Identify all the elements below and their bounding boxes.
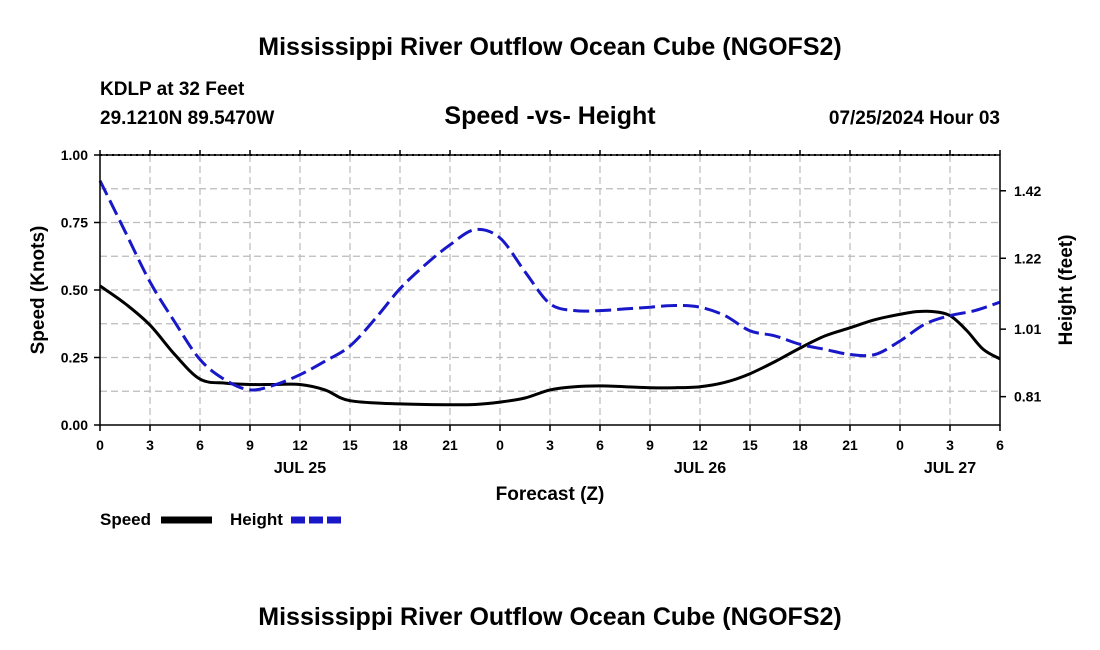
x-tick-label: 0 [496,437,504,453]
x-tick-label: 6 [596,437,604,453]
series-line-speed [99,284,1001,407]
y-tick-label: 0.75 [61,215,88,231]
x-tick-label: 0 [896,437,904,453]
y-tick-label: 0.00 [61,417,88,433]
x-tick-label: 21 [442,437,458,453]
station-label: KDLP at 32 Feet [100,79,245,100]
x-tick-label: 3 [946,437,954,453]
date-labels: JUL 25 JUL 26 JUL 27 [274,460,976,477]
coordinates-label: 29.1210N 89.5470W [100,108,274,129]
page-title: Mississippi River Outflow Ocean Cube (NG… [258,33,841,61]
y2-tick-label: 1.22 [1014,250,1041,266]
x-tick-label: 6 [996,437,1004,453]
x-tick-label: 12 [692,437,708,453]
y2-tick-label: 1.42 [1014,183,1041,199]
x-tick-label: 15 [742,437,758,453]
x-tick-label: 3 [546,437,554,453]
x-axis-ticks: 0 3 6 9 12 15 18 21 0 3 6 9 12 15 18 21 0 3 6 [96,150,1004,453]
legend-label-height: Height [230,510,283,529]
y-axis-label: Speed (Knots) [28,226,49,355]
date-label: JUL 26 [674,460,726,477]
x-tick-label: 9 [646,437,654,453]
legend: Speed Height [100,510,342,529]
x-axis-label: Forecast (Z) [496,484,605,505]
x-tick-label: 0 [96,437,104,453]
footer-title: Mississippi River Outflow Ocean Cube (NG… [258,603,841,631]
x-tick-label: 9 [246,437,254,453]
y-tick-label: 0.50 [61,282,88,298]
chart-subtitle: Speed -vs- Height [444,102,656,130]
y2-tick-label: 1.01 [1014,321,1041,337]
x-tick-label: 12 [292,437,308,453]
x-tick-label: 3 [146,437,154,453]
y-axis-ticks: 0.00 0.25 0.50 0.75 1.00 [61,147,100,433]
x-tick-label: 18 [392,437,408,453]
date-label: JUL 25 [274,460,326,477]
plot-frame [99,154,1001,426]
x-tick-label: 6 [196,437,204,453]
series-lines [98,180,1001,407]
date-label: JUL 27 [924,460,976,477]
forecast-datetime: 07/25/2024 Hour 03 [829,108,1000,129]
x-tick-label: 21 [842,437,858,453]
x-tick-label: 18 [792,437,808,453]
x-tick-label: 15 [342,437,358,453]
y2-axis-label: Height (feet) [1056,235,1077,346]
legend-label-speed: Speed [100,510,151,529]
y-tick-label: 0.25 [61,350,88,366]
y-tick-label: 1.00 [61,147,88,163]
y2-axis-ticks: 0.81 1.01 1.22 1.42 [1000,183,1041,405]
series-line-height [98,180,1001,392]
y2-tick-label: 0.81 [1014,389,1041,405]
